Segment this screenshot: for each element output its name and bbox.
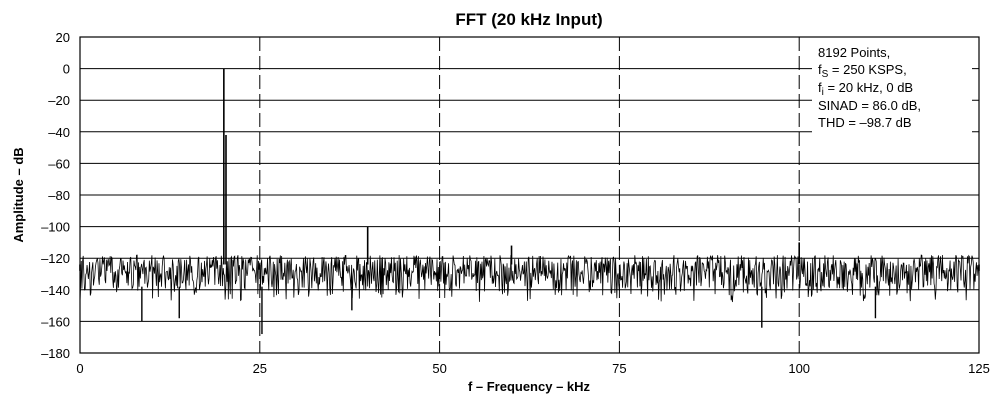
y-tick-labels: 20 0 –20 –40 –60 –80 –100 –120 –140 –160 –180: [41, 30, 70, 361]
series-layer: [79, 68, 980, 335]
x-tick-label: 100: [788, 361, 810, 376]
x-tick-label: 125: [968, 361, 990, 376]
annotation-line-3-main: f: [818, 80, 822, 95]
x-tick-label: 25: [253, 361, 267, 376]
annotation-line-2: fS = 250 KSPS,: [818, 62, 907, 80]
grid-lines: [80, 37, 979, 353]
annotation-line-3-rest: = 20 kHz, 0 dB: [824, 80, 913, 95]
y-tick-label: 20: [56, 30, 70, 45]
y-tick-label: –20: [48, 93, 70, 108]
chart-title: FFT (20 kHz Input): [455, 10, 602, 29]
y-tick-label: 0: [63, 62, 70, 77]
annotation-line-2-rest: = 250 KSPS,: [828, 62, 906, 77]
x-axis-label: f – Frequency – kHz: [468, 379, 591, 394]
y-tick-label: –100: [41, 220, 70, 235]
annotation-line-5: THD = –98.7 dB: [818, 115, 912, 130]
y-tick-label: –180: [41, 346, 70, 361]
y-tick-label: –120: [41, 251, 70, 266]
x-tick-label: 0: [76, 361, 83, 376]
y-axis-label: Amplitude – dB: [11, 147, 26, 242]
x-tick-label: 75: [612, 361, 626, 376]
y-tick-label: –60: [48, 156, 70, 171]
annotation-line-2-sub: S: [822, 69, 829, 80]
x-tick-labels: 0 25 50 75 100 125: [76, 361, 989, 376]
annotation-line-3-sub: i: [822, 87, 824, 98]
annotation-line-3: fi = 20 kHz, 0 dB: [818, 80, 913, 98]
noise-floor-trace: [79, 254, 980, 303]
y-tick-label: –160: [41, 314, 70, 329]
y-tick-label: –140: [41, 283, 70, 298]
plot-frame: [79, 36, 980, 354]
annotation-box: [812, 39, 972, 137]
annotation-line-1: 8192 Points,: [818, 45, 890, 60]
annotation-line-4: SINAD = 86.0 dB,: [818, 98, 921, 113]
x-tick-label: 50: [432, 361, 446, 376]
y-tick-label: –80: [48, 188, 70, 203]
annotation-line-2-main: f: [818, 62, 822, 77]
y-tick-label: –40: [48, 125, 70, 140]
